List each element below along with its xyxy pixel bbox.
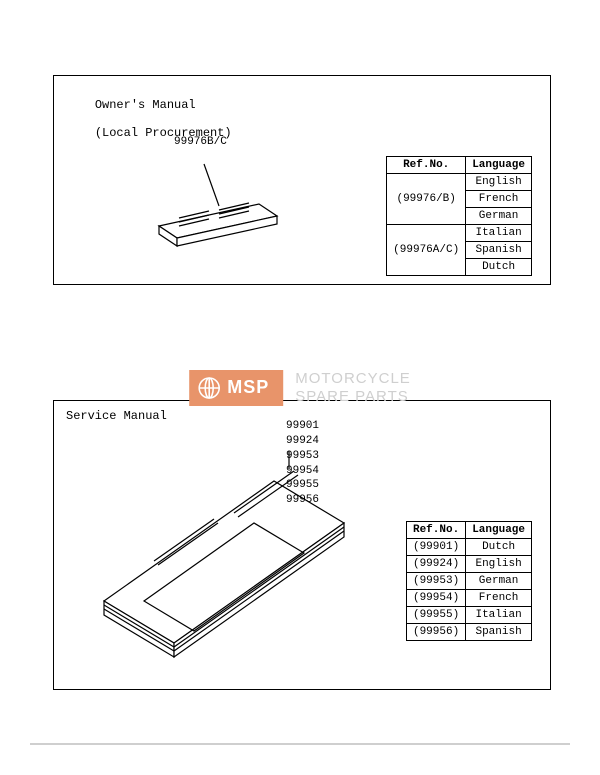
service-callout-2: 99953 [286,449,319,464]
service-callout-1: 99924 [286,434,319,449]
service-ref-0: (99901) [406,539,465,556]
service-ref-3: (99954) [406,590,465,607]
owners-lang-1-2: Dutch [466,259,532,276]
watermark-line1: MOTORCYCLE [295,370,411,387]
service-callout-0: 99901 [286,419,319,434]
watermark-badge-text: MSP [227,377,269,398]
owners-ref-table: Ref.No. Language (99976/B) English Frenc… [386,156,532,276]
owners-table-body: (99976/B) English French German (99976A/… [387,174,532,276]
service-ref-1: (99924) [406,556,465,573]
service-table-body: (99901)Dutch (99924)English (99953)Germa… [406,539,531,641]
owners-table-header-ref: Ref.No. [387,157,466,174]
service-lang-5: Spanish [466,624,532,641]
owners-callout-label: 99976B/C [174,136,227,148]
service-lang-3: French [466,590,532,607]
service-panel-title: Service Manual [66,409,167,423]
service-lang-2: German [466,573,532,590]
owners-manual-drawing [149,156,299,256]
service-callout-stack: 99901 99924 99953 99954 99955 99956 [286,419,319,508]
service-lang-4: Italian [466,607,532,624]
service-ref-table: Ref.No. Language (99901)Dutch (99924)Eng… [406,521,532,641]
owners-lang-0-2: German [466,208,532,225]
owners-lang-0-1: French [466,191,532,208]
service-callout-4: 99955 [286,478,319,493]
service-callout-5: 99956 [286,493,319,508]
owners-table-header-lang: Language [466,157,532,174]
service-lang-1: English [466,556,532,573]
owners-title-line1: Owner's Manual [95,98,196,112]
footer-divider [30,743,570,745]
service-table-header-ref: Ref.No. [406,522,465,539]
owners-lang-0-0: English [466,174,532,191]
service-table-header-lang: Language [466,522,532,539]
service-lang-0: Dutch [466,539,532,556]
globe-icon [197,376,221,400]
owners-manual-panel: Owner's Manual (Local Procurement) 99976… [53,75,551,285]
owners-ref-0: (99976/B) [387,174,466,225]
service-manual-panel: Service Manual 99901 99924 [53,400,551,690]
service-manual-drawing [84,451,364,671]
service-ref-5: (99956) [406,624,465,641]
service-ref-2: (99953) [406,573,465,590]
service-callout-3: 99954 [286,464,319,479]
owners-lang-1-1: Spanish [466,242,532,259]
service-ref-4: (99955) [406,607,465,624]
owners-lang-1-0: Italian [466,225,532,242]
owners-ref-1: (99976A/C) [387,225,466,276]
